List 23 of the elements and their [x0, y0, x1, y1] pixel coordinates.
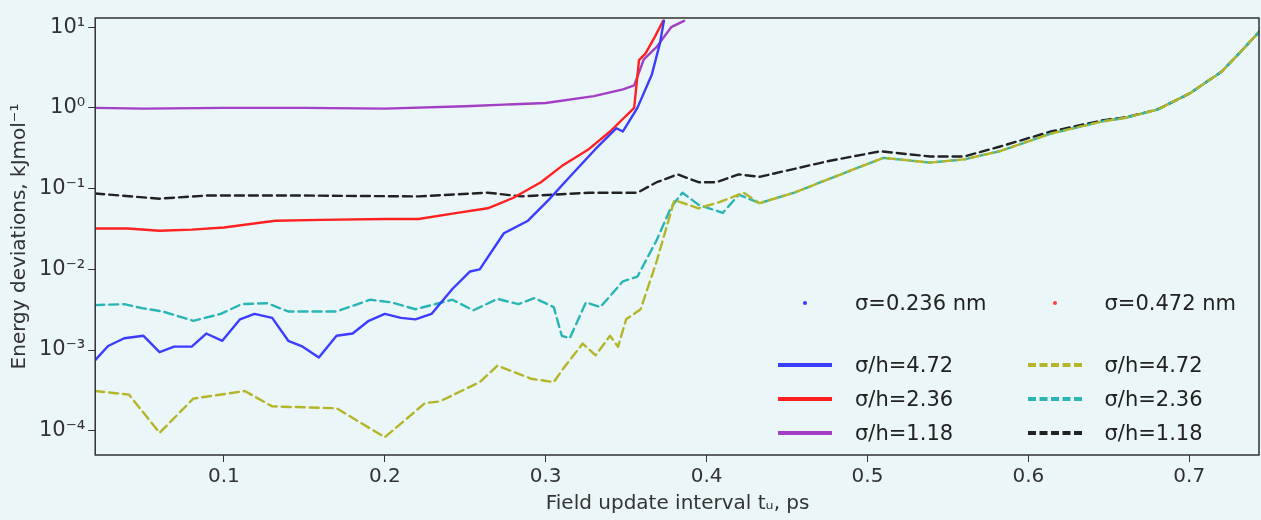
y-tick-label: 10⁻¹: [38, 175, 86, 200]
x-tick-label: 0.6: [1012, 463, 1045, 488]
legend-label: σ=0.472 nm: [1104, 291, 1236, 315]
legend-label: σ/h=2.36: [1104, 387, 1203, 411]
legend-label: σ=0.236 nm: [855, 291, 987, 315]
x-tick-label: 0.1: [208, 463, 240, 488]
x-tick-label: 0.3: [529, 463, 562, 488]
y-tick-label: 10⁻²: [38, 255, 86, 280]
y-axis-title: Energy deviations, kJmol⁻¹: [6, 103, 31, 370]
legend-label: σ/h=4.72: [855, 353, 954, 377]
y-tick-label: 10¹: [50, 13, 86, 38]
legend-label: σ/h=2.36: [855, 387, 954, 411]
x-tick-label: 0.4: [690, 463, 723, 488]
legend-label: σ/h=1.18: [855, 421, 954, 445]
x-tick-label: 0.7: [1173, 463, 1206, 488]
x-tick-label: 0.5: [851, 463, 884, 488]
legend-label: σ/h=1.18: [1104, 421, 1203, 445]
y-tick-label: 10⁻⁴: [38, 417, 86, 442]
y-tick-label: 10⁰: [50, 94, 86, 119]
y-tick-label: 10⁻³: [38, 336, 86, 361]
x-tick-label: 0.2: [368, 463, 401, 488]
x-axis-title: Field update interval tᵤ, ps: [545, 490, 810, 515]
legend-label: σ/h=4.72: [1104, 353, 1203, 377]
